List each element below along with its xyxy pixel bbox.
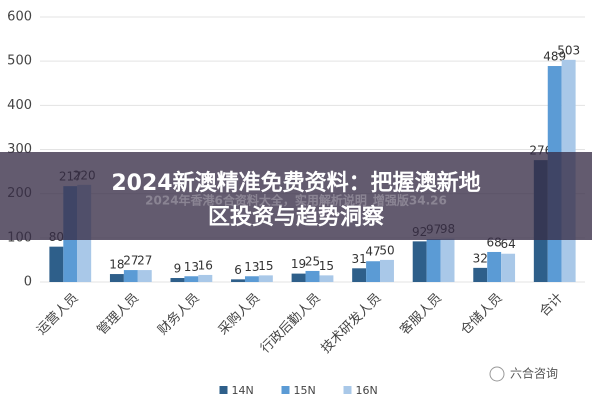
- bar: [244, 276, 259, 282]
- data-label: 16: [198, 258, 213, 272]
- bar: [319, 275, 334, 282]
- x-tick-label: 采购人员: [215, 290, 263, 338]
- watermark: 六合咨询: [510, 366, 558, 381]
- data-label: 64: [500, 237, 515, 251]
- bar: [123, 270, 138, 282]
- data-label: 15: [319, 259, 334, 273]
- data-label: 18: [109, 258, 124, 272]
- bar: [412, 241, 427, 282]
- banner-caption: 2024年香港6合资料大全，实用解析说明_增强版34.26: [145, 193, 447, 209]
- bar: [426, 239, 441, 282]
- bar: [352, 268, 367, 282]
- x-tick-label: 行政后勤人员: [258, 291, 324, 357]
- bar: [291, 273, 306, 282]
- legend-swatch: [343, 386, 352, 394]
- x-tick-label: 财务人员: [155, 290, 203, 338]
- legend-label: 15N: [294, 384, 316, 397]
- data-label: 15: [258, 259, 273, 273]
- data-label: 31: [351, 252, 366, 266]
- data-label: 6: [234, 263, 242, 277]
- bar: [184, 276, 199, 282]
- legend-label: 16N: [356, 384, 378, 397]
- data-label: 50: [379, 243, 394, 257]
- y-tick-label: 0: [24, 275, 32, 290]
- y-tick-label: 500: [7, 54, 32, 69]
- data-label: 9: [174, 262, 182, 276]
- bar: [170, 278, 185, 282]
- data-label: 13: [184, 260, 199, 274]
- legend-swatch: [219, 386, 228, 394]
- x-tick-label: 技术研发人员: [318, 290, 384, 356]
- x-tick-label: 管理人员: [95, 291, 142, 338]
- bar: [231, 279, 245, 282]
- data-label: 25: [305, 254, 320, 268]
- bar: [440, 238, 455, 282]
- data-label: 13: [244, 260, 259, 274]
- x-tick-label: 客服人员: [397, 290, 445, 338]
- bar: [501, 253, 516, 282]
- y-tick-label: 600: [7, 10, 32, 25]
- data-label: 27: [137, 254, 152, 268]
- banner-headline: 区投资与趋势洞察: [208, 204, 385, 230]
- data-label: 503: [557, 43, 580, 57]
- banner-headline: 2024新澳精准免费资料：把握澳新地: [111, 170, 480, 196]
- data-label: 27: [123, 254, 138, 268]
- data-label: 489: [543, 50, 566, 64]
- x-tick-label: 合计: [537, 291, 566, 320]
- legend-swatch: [281, 386, 290, 394]
- bar: [473, 267, 488, 282]
- bar: [305, 270, 320, 282]
- banner: [0, 152, 592, 240]
- bar: [198, 274, 213, 282]
- y-tick-label: 400: [7, 98, 32, 113]
- legend-label: 14N: [232, 384, 254, 397]
- x-tick-label: 运营人员: [34, 291, 81, 338]
- data-label: 47: [365, 245, 380, 259]
- bar: [487, 251, 502, 282]
- bar: [366, 261, 381, 282]
- x-tick-label: 仓储人员: [458, 291, 505, 338]
- bar: [109, 274, 124, 282]
- bar: [137, 270, 152, 282]
- bar: [49, 246, 64, 282]
- bar: [258, 275, 273, 282]
- watermark-icon: [489, 366, 505, 382]
- bar: [380, 259, 394, 282]
- data-label: 32: [473, 251, 488, 265]
- data-label: 19: [291, 257, 306, 271]
